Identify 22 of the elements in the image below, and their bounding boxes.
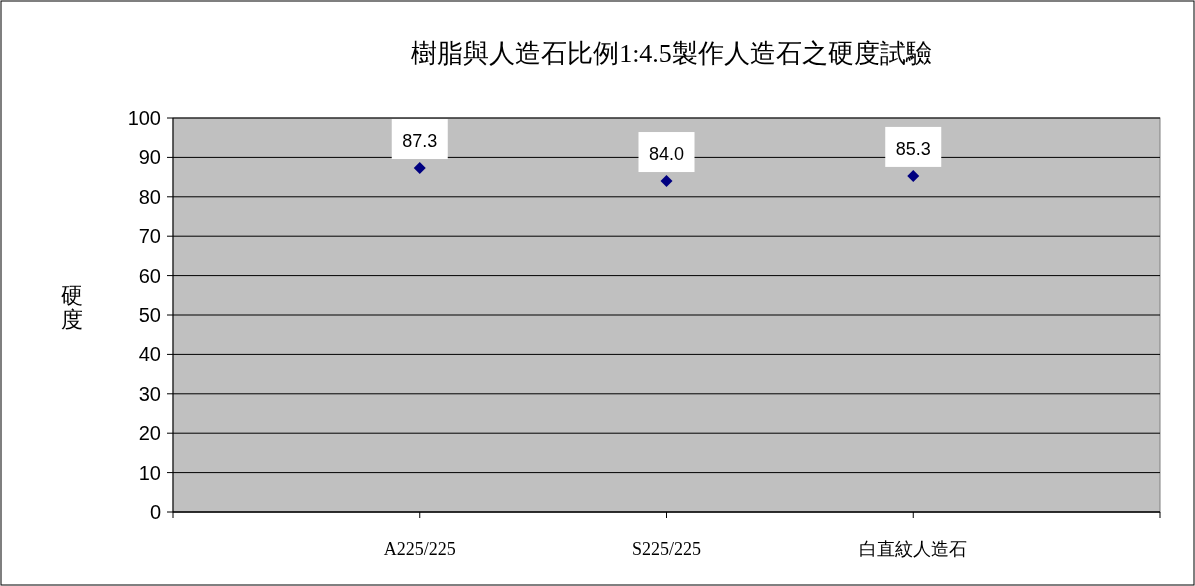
y-tick-label: 60 xyxy=(138,264,161,287)
y-tick-label: 100 xyxy=(127,107,161,129)
y-tick-label: 30 xyxy=(138,382,161,405)
y-tick-label: 80 xyxy=(138,185,161,208)
y-tick-label: 70 xyxy=(138,225,161,248)
y-axis-title: 硬度 xyxy=(61,283,83,332)
data-label: 85.3 xyxy=(895,138,931,159)
x-tick-label: A225/225 xyxy=(383,539,456,559)
y-tick-label: 50 xyxy=(138,304,161,326)
point xyxy=(413,162,426,175)
data-label: 84.0 xyxy=(648,144,685,165)
y-tick-label: 40 xyxy=(138,343,161,366)
y-tick-label: 10 xyxy=(138,461,161,484)
y-tick-label: 90 xyxy=(138,146,161,169)
chart-title: 樹脂與人造石比例1:4.5製作人造石之硬度試驗 xyxy=(411,39,932,68)
y-tick-label: 0 xyxy=(149,501,161,523)
data-label: 87.3 xyxy=(402,131,438,152)
x-tick-label: 白直紋人造石 xyxy=(859,539,968,559)
x-tick-label: S225/225 xyxy=(631,539,702,559)
y-tick-label: 20 xyxy=(138,422,161,445)
point xyxy=(907,169,920,182)
point xyxy=(660,175,673,188)
